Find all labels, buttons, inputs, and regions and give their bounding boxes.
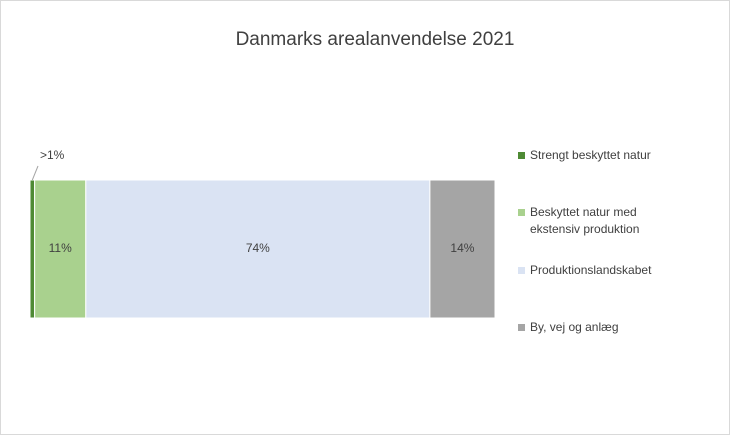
legend-swatch: [518, 267, 525, 274]
legend-item: Strengt beskyttet natur: [518, 147, 688, 164]
legend-item: Produktionslandskabet: [518, 262, 688, 279]
legend-swatch: [518, 152, 525, 159]
legend-swatch: [518, 209, 525, 216]
legend-label: Beskyttet natur med ekstensiv produktion: [530, 205, 640, 236]
data-label: 74%: [246, 241, 270, 255]
bar-segment: [85, 179, 431, 319]
legend-label: By, vej og anlæg: [530, 320, 619, 334]
legend-item: Beskyttet natur med ekstensiv produktion: [518, 204, 688, 238]
data-label: >1%: [40, 148, 65, 162]
legend-label: Produktionslandskabet: [530, 263, 652, 277]
data-label: 11%: [49, 241, 72, 255]
legend-label: Strengt beskyttet natur: [530, 148, 651, 162]
bar-segment: [29, 179, 36, 319]
legend-swatch: [518, 324, 525, 331]
leader-line: [31, 165, 39, 181]
chart-title: Danmarks arealanvendelse 2021: [236, 29, 515, 50]
data-label: 14%: [450, 241, 474, 255]
bar-segment: [429, 179, 496, 319]
legend-item: By, vej og anlæg: [518, 319, 688, 336]
